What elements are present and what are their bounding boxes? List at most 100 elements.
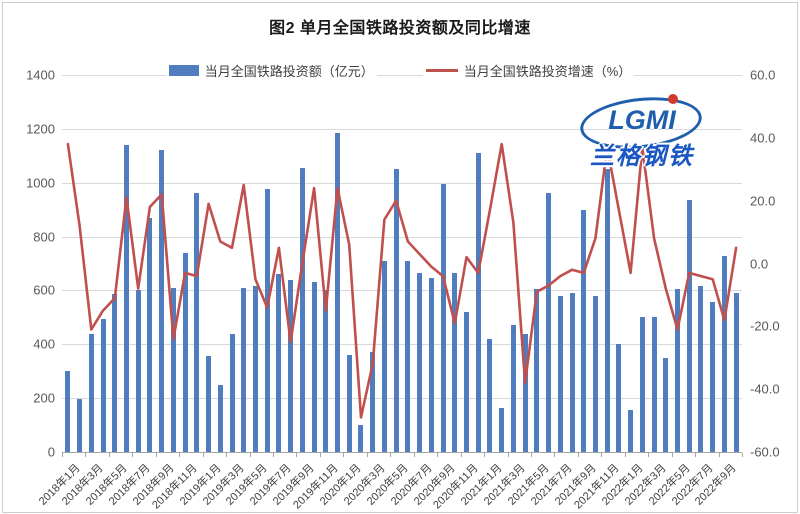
x-axis-tick: [108, 453, 110, 457]
bar-2019年5月: [252, 286, 258, 452]
x-axis-tick: [343, 453, 345, 457]
bar-2022年6月: [686, 200, 692, 452]
x-axis-tick: [390, 453, 392, 457]
y-axis-left-tick-label: 1200: [26, 121, 55, 137]
x-axis-tick: [202, 453, 204, 457]
x-axis-tick: [226, 453, 228, 457]
y-axis-left-tick-label: 600: [33, 282, 55, 298]
bar-2021年8月: [569, 293, 575, 452]
bar-2019年4月: [241, 287, 247, 452]
y-axis-left-tick-label: 0: [47, 444, 55, 460]
x-axis-tick: [296, 453, 298, 457]
bar-2020年10月: [452, 272, 458, 452]
bar-2020年12月: [475, 153, 481, 452]
bar-2021年10月: [592, 295, 598, 452]
bar-2020年1月: [346, 355, 352, 452]
x-axis-tick: [624, 453, 626, 457]
legend-label-investment: 当月全国铁路投资额（亿元）: [204, 64, 374, 79]
bar-2019年1月: [206, 356, 212, 452]
y-axis-right-tick-label: -60.0: [750, 444, 780, 460]
bar-2018年12月: [194, 193, 200, 452]
x-axis-tick: [554, 453, 556, 457]
y-axis-left-tick-label: 200: [33, 390, 55, 406]
x-axis-tick: [671, 453, 673, 457]
bar-2022年10月: [733, 292, 739, 452]
bar-2022年7月: [698, 285, 704, 452]
x-axis-tick: [742, 453, 743, 457]
line-series-swatch: [425, 69, 458, 72]
bar-2019年2月: [217, 384, 223, 452]
y-axis-right-tick-label: 0.0: [750, 256, 769, 271]
x-axis-tick: [85, 453, 87, 457]
x-axis-tick: [273, 453, 275, 457]
chart-title: 图2 单月全国铁路投资额及同比增速: [269, 20, 531, 37]
x-axis-tick: [319, 453, 321, 457]
y-axis-left-tick-label: 1000: [26, 175, 55, 191]
x-axis-tick: [484, 453, 486, 457]
bar-2021年3月: [510, 325, 516, 452]
bar-2021年5月: [534, 289, 540, 452]
bar-2020年8月: [428, 278, 434, 452]
gridline: [62, 75, 742, 76]
x-axis-tick: [648, 453, 650, 457]
bar-2021年12月: [616, 344, 622, 452]
bar-2019年11月: [323, 290, 329, 452]
x-axis-tick: [249, 453, 251, 457]
legend-item-growth: 当月全国铁路投资增速（%）: [422, 61, 635, 80]
y-axis-left-tick-label: 400: [33, 336, 55, 352]
bar-2021年4月: [522, 333, 528, 452]
legend: 当月全国铁路投资额（亿元） 当月全国铁路投资增速（%）: [0, 61, 800, 80]
x-axis-tick: [718, 453, 720, 457]
bar-2020年3月: [370, 352, 376, 452]
y-axis-right-tick-label: -40.0: [750, 381, 780, 397]
bar-2018年5月: [112, 294, 118, 452]
y-axis-right-tick-label: 60.0: [750, 67, 776, 83]
bar-2021年9月: [581, 209, 587, 452]
y-axis-left-tick-label: 800: [33, 229, 55, 245]
legend-item-investment: 当月全国铁路投资额（亿元）: [165, 61, 377, 80]
bar-2018年8月: [147, 217, 153, 452]
x-axis-tick: [132, 453, 134, 457]
bar-2022年1月: [628, 410, 634, 452]
bar-2021年11月: [604, 169, 610, 452]
y-axis-right-tick-label: 40.0: [750, 130, 776, 146]
bar-2022年2月: [639, 317, 645, 452]
bar-2021年6月: [546, 193, 552, 452]
x-axis-tick: [155, 453, 157, 457]
bar-2018年6月: [123, 145, 129, 452]
bar-2019年10月: [311, 282, 317, 452]
y-axis-right-tick-label: 20.0: [750, 193, 776, 209]
bar-2018年10月: [170, 287, 176, 452]
bar-2019年3月: [229, 333, 235, 452]
bar-2020年7月: [417, 272, 423, 452]
bar-2020年9月: [440, 184, 446, 452]
bar-2020年11月: [463, 311, 469, 452]
x-axis-tick: [507, 453, 509, 457]
bar-2018年2月: [77, 399, 83, 452]
y-axis-left-tick-label: 1400: [26, 67, 55, 83]
x-axis-tick: [366, 453, 368, 457]
bar-2022年9月: [721, 255, 727, 452]
bar-2018年11月: [182, 252, 188, 452]
bar-2020年2月: [358, 425, 364, 452]
bar-2019年9月: [299, 167, 305, 452]
bar-2022年4月: [663, 357, 669, 452]
x-axis-line: [62, 452, 742, 453]
bar-series-swatch: [168, 65, 199, 76]
bar-2021年2月: [499, 407, 505, 452]
gridline: [62, 128, 742, 130]
x-axis-tick: [460, 453, 462, 457]
bar-2018年9月: [159, 150, 165, 452]
y-axis-right-tick-label: -20.0: [750, 318, 780, 334]
x-axis-tick: [437, 453, 439, 457]
bar-2021年1月: [487, 338, 493, 452]
x-axis-tick: [530, 453, 532, 457]
bar-2020年6月: [405, 260, 411, 452]
bar-2018年1月: [65, 371, 71, 452]
bar-2019年8月: [288, 279, 294, 452]
bar-2019年6月: [264, 189, 270, 452]
x-axis-tick: [179, 453, 181, 457]
bar-2021年7月: [557, 295, 563, 452]
bar-2022年5月: [675, 289, 681, 452]
